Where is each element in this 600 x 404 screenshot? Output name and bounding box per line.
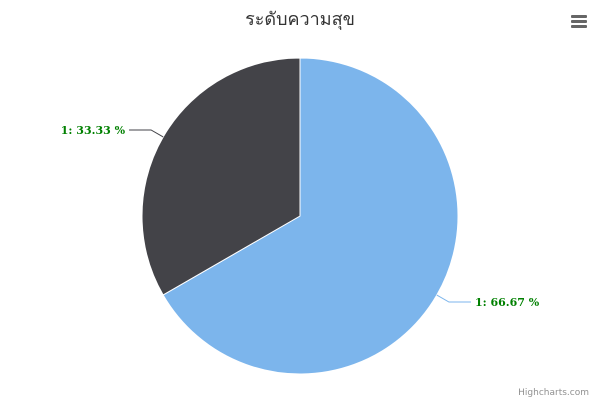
pie-slice-0[interactable] (162, 57, 459, 375)
data-label-1: 1: 33.33 % (61, 124, 126, 137)
hamburger-menu-icon[interactable] (571, 15, 587, 28)
label-connector-1 (129, 129, 164, 138)
chart-menu-button[interactable] (566, 10, 590, 32)
data-label-0: 1: 66.67 % (475, 296, 540, 309)
data-label-connectors (129, 129, 471, 303)
chart-title: ระดับความสุข (245, 9, 355, 30)
label-connector-0 (436, 294, 471, 303)
data-labels: 1: 66.67 % 1: 33.33 % (61, 124, 540, 309)
pie-slices (141, 57, 459, 375)
credits-link[interactable]: Highcharts.com (518, 388, 589, 398)
